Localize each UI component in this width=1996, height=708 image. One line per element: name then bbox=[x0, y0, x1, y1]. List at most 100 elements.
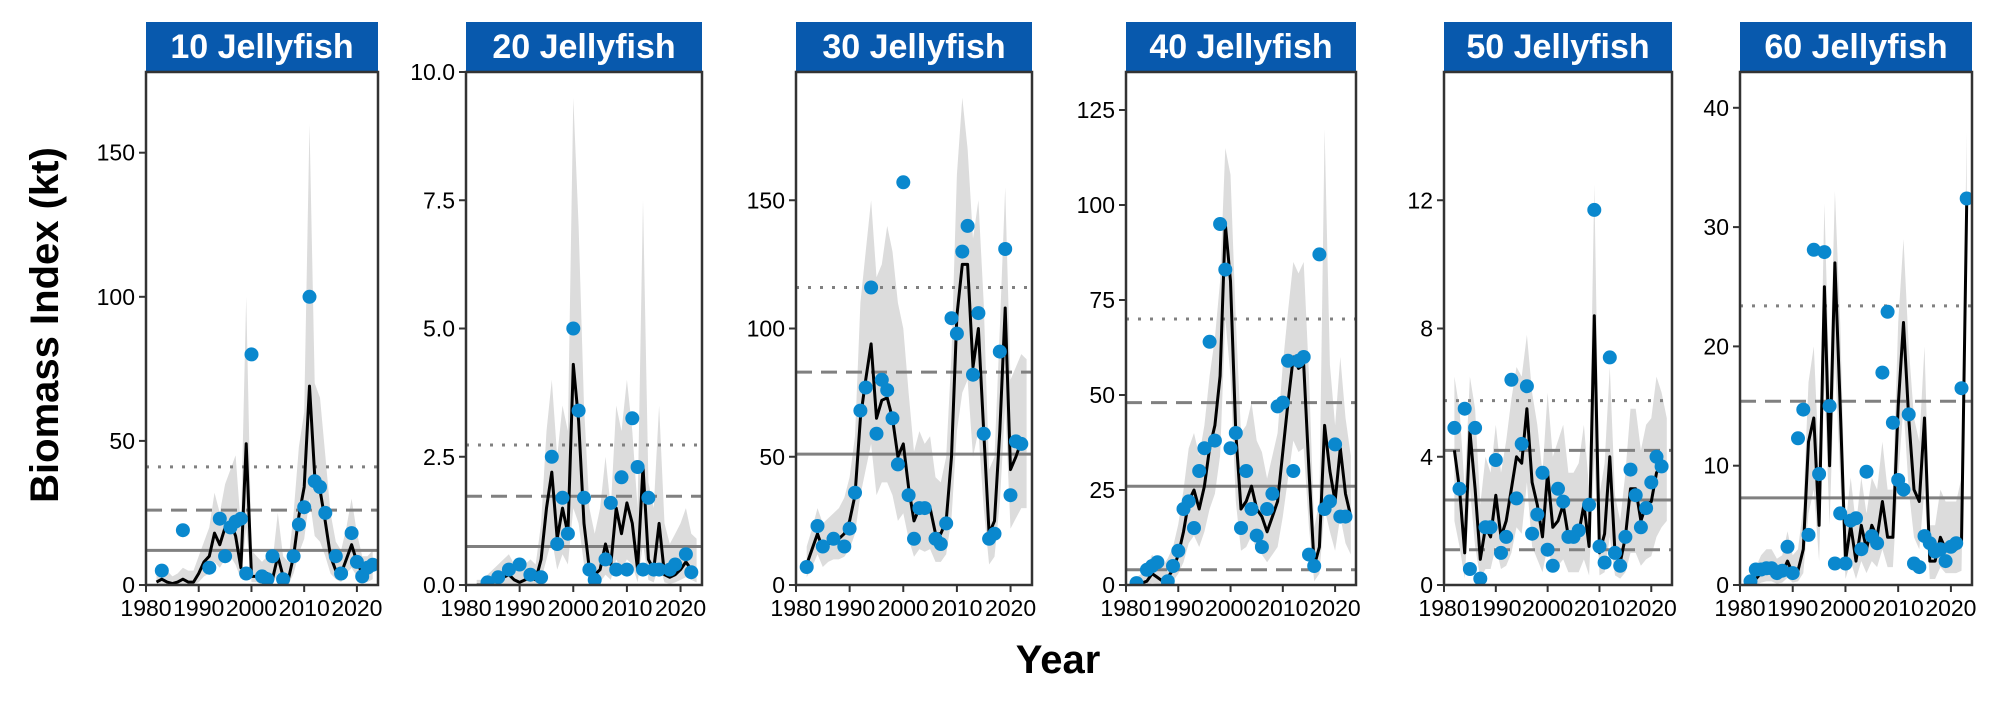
data-point bbox=[614, 470, 629, 485]
y-tick-label: 75 bbox=[1089, 287, 1115, 313]
data-point bbox=[1129, 576, 1144, 585]
panel-border bbox=[1124, 70, 1358, 587]
facet-panel-6: 60 Jellyfish 0 10 20 30 40 1980 1990 2000 2010 202… bbox=[1703, 22, 1976, 621]
data-point bbox=[858, 380, 873, 395]
data-point bbox=[853, 403, 868, 418]
data-point bbox=[1535, 465, 1550, 480]
y-axis-title: Biomass Index (kt) bbox=[23, 147, 67, 503]
data-point bbox=[1187, 521, 1201, 535]
data-point bbox=[1859, 464, 1874, 479]
data-point bbox=[555, 490, 570, 505]
x-tick-label: 2010 bbox=[1873, 595, 1924, 621]
data-point bbox=[560, 526, 575, 541]
y-tick-label: 50 bbox=[1089, 382, 1115, 408]
data-point bbox=[1854, 542, 1869, 557]
data-point bbox=[1150, 555, 1165, 570]
data-point bbox=[328, 549, 343, 564]
x-tick-label: 2000 bbox=[1522, 595, 1573, 621]
x-tick-label: 1990 bbox=[494, 595, 545, 621]
x-tick-label: 2020 bbox=[1626, 595, 1677, 621]
data-point bbox=[1827, 556, 1842, 571]
data-point bbox=[1602, 350, 1617, 365]
data-point bbox=[1901, 407, 1916, 422]
x-tick-label: 1990 bbox=[824, 595, 875, 621]
fitted-line bbox=[476, 362, 698, 585]
x-tick-label: 2010 bbox=[1257, 595, 1308, 621]
data-point bbox=[1912, 560, 1927, 575]
facet-strip bbox=[146, 22, 378, 72]
x-axis-title: Year bbox=[1016, 638, 1101, 682]
data-point bbox=[239, 566, 254, 581]
data-point bbox=[603, 495, 618, 510]
y-tick-label: 0 bbox=[1420, 572, 1433, 598]
confidence-ribbon bbox=[156, 123, 373, 585]
data-point bbox=[233, 511, 248, 526]
data-point bbox=[810, 519, 825, 533]
y-tick-label: 150 bbox=[747, 187, 785, 213]
data-point bbox=[1228, 426, 1243, 440]
data-point bbox=[1785, 566, 1800, 581]
y-tick-label: 100 bbox=[1077, 192, 1115, 218]
fitted-line bbox=[1452, 314, 1668, 565]
data-point bbox=[933, 537, 948, 551]
data-point bbox=[1509, 491, 1524, 506]
x-tick-label: 2010 bbox=[931, 595, 982, 621]
data-point bbox=[907, 531, 921, 546]
data-point bbox=[641, 490, 656, 505]
data-point bbox=[480, 575, 495, 585]
data-point bbox=[523, 567, 538, 582]
data-point bbox=[1338, 509, 1353, 524]
x-tick-label: 2020 bbox=[331, 595, 382, 621]
confidence-ribbon bbox=[1454, 184, 1667, 579]
y-tick-label: 100 bbox=[97, 284, 135, 310]
x-tick-label: 1980 bbox=[440, 595, 491, 621]
data-point bbox=[1933, 542, 1948, 557]
data-point bbox=[1954, 381, 1969, 396]
data-point bbox=[1322, 494, 1337, 509]
data-point bbox=[1447, 420, 1462, 435]
data-point bbox=[491, 570, 506, 585]
data-point bbox=[998, 242, 1013, 256]
data-point bbox=[1597, 555, 1612, 570]
facet-panel-4: 40 Jellyfish 0 25 50 75 100 125 1980 1990 2000 201… bbox=[1077, 22, 1361, 621]
facet-strip bbox=[796, 22, 1032, 72]
data-point bbox=[1462, 562, 1477, 576]
data-point bbox=[1812, 467, 1827, 481]
data-point bbox=[1628, 488, 1643, 503]
data-point bbox=[630, 460, 645, 474]
y-tick-label: 10 bbox=[1703, 453, 1729, 479]
y-tick-label: 125 bbox=[1077, 97, 1115, 123]
data-point bbox=[949, 326, 964, 341]
data-point bbox=[815, 539, 830, 554]
y-tick-label: 4 bbox=[1420, 444, 1433, 470]
x-tick-label: 1980 bbox=[1714, 595, 1765, 621]
data-point bbox=[1202, 334, 1217, 349]
data-point bbox=[566, 321, 581, 336]
data-point bbox=[864, 280, 879, 295]
data-point bbox=[1302, 547, 1316, 562]
data-point bbox=[587, 572, 602, 585]
data-point bbox=[1545, 558, 1560, 573]
data-point bbox=[286, 549, 301, 564]
data-point bbox=[1213, 217, 1228, 231]
x-tick-label: 2020 bbox=[985, 595, 1036, 621]
x-tick-label: 1990 bbox=[1767, 595, 1818, 621]
panel-border bbox=[144, 70, 380, 587]
x-tick-label: 2020 bbox=[1925, 595, 1976, 621]
y-tick-label: 150 bbox=[97, 140, 135, 166]
data-point bbox=[1260, 502, 1275, 516]
data-point bbox=[987, 526, 1002, 541]
facet-strip bbox=[1444, 22, 1672, 72]
data-point bbox=[512, 557, 527, 572]
data-point bbox=[313, 480, 327, 494]
data-point bbox=[1896, 482, 1911, 497]
plot-area bbox=[1740, 131, 1972, 585]
data-point bbox=[344, 526, 359, 541]
data-point bbox=[1644, 475, 1659, 490]
data-point bbox=[1833, 506, 1848, 521]
y-tick-label: 30 bbox=[1703, 214, 1729, 240]
plot-area bbox=[146, 123, 378, 585]
data-point bbox=[291, 517, 306, 532]
data-point bbox=[1239, 464, 1254, 478]
